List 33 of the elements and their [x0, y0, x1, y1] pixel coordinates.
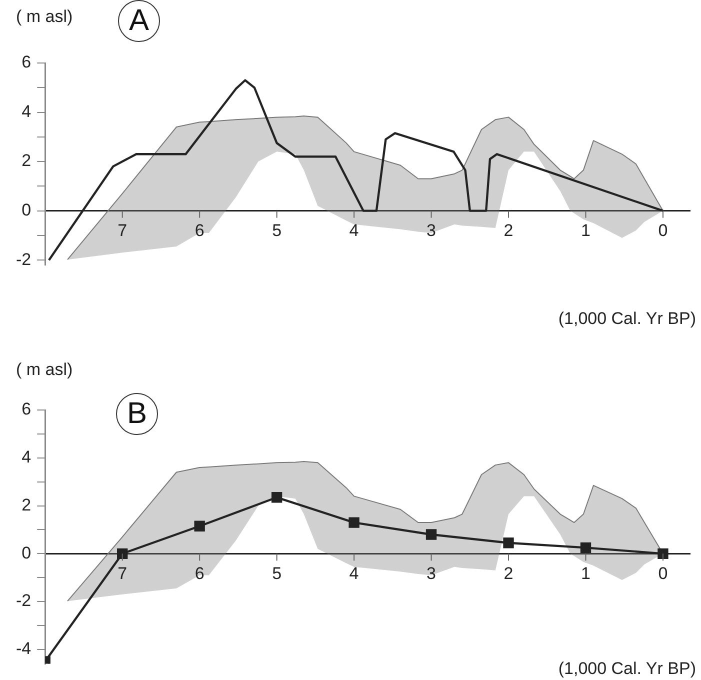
y-tick-label: 0	[22, 200, 32, 220]
x-tick-label: 1	[581, 564, 590, 583]
y-tick-label: 2	[22, 495, 32, 514]
text: A	[118, 0, 160, 42]
y-tick-label: 4	[22, 448, 32, 467]
annotation: B	[116, 393, 158, 435]
x-axis-title: (1,000 Cal. Yr BP)	[558, 309, 696, 328]
x-tick-label: 6	[194, 220, 204, 240]
x-tick-label: 1	[581, 220, 590, 240]
x-tick-label: 0	[658, 220, 668, 240]
y-tick-label: 0	[22, 543, 32, 562]
y-tick-label: -4	[16, 639, 32, 658]
x-tick-label: 2	[504, 220, 514, 240]
y-tick-label: 4	[22, 102, 32, 121]
y-axis-title: ( m asl)	[16, 360, 73, 379]
x-tick-label: 4	[349, 564, 359, 583]
x-tick-label: 7	[118, 220, 128, 240]
x-tick-label: 0	[658, 564, 668, 583]
x-tick-label: 5	[272, 564, 282, 583]
y-tick-label: 2	[22, 151, 32, 170]
x-axis-title: (1,000 Cal. Yr BP)	[558, 659, 696, 678]
x-tick-label: 7	[118, 564, 128, 583]
x-tick-label: 6	[194, 564, 204, 583]
y-tick-label: -2	[16, 250, 32, 269]
x-tick-label: 4	[349, 220, 359, 240]
y-tick-label: 6	[22, 400, 32, 419]
y-axis-title: ( m asl)	[16, 7, 73, 26]
x-tick-label: 3	[426, 220, 436, 240]
x-tick-label: 3	[426, 564, 436, 583]
x-tick-label: 5	[272, 220, 282, 240]
y-tick-label: 6	[22, 52, 32, 72]
x-tick-label: 2	[504, 564, 514, 583]
y-tick-label: -2	[16, 591, 32, 610]
